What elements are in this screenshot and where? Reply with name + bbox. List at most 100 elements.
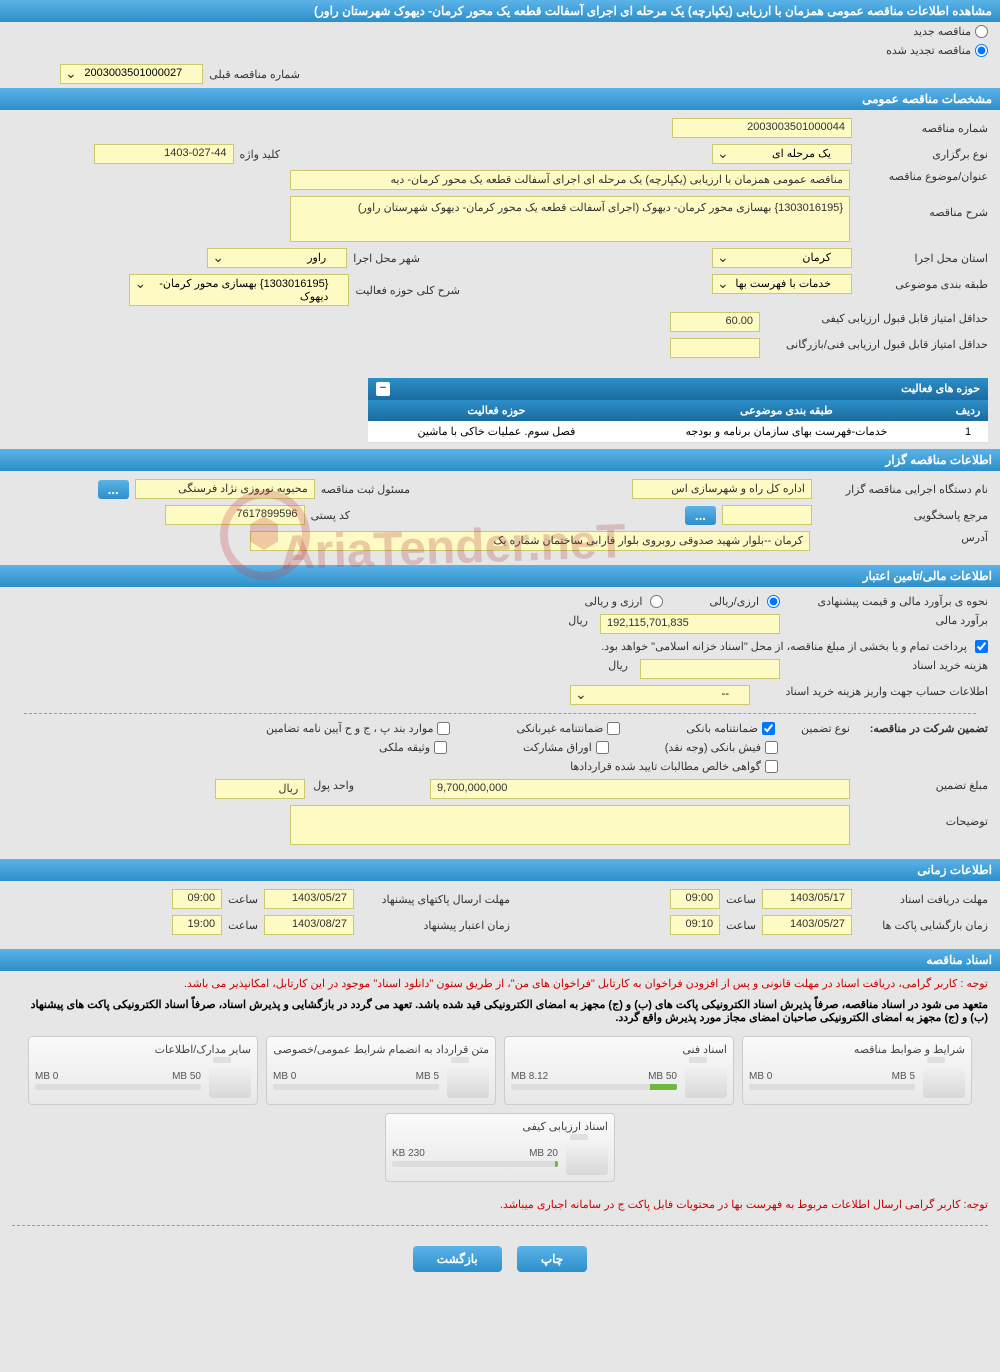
financial-form: نحوه ی برآورد مالی و قیمت پیشنهادی ارزی/… [0, 587, 1000, 859]
min-qual-field: 60.00 [670, 312, 760, 332]
guarantee-header: تضمین شرکت در مناقصه: [858, 722, 988, 735]
cb-g3[interactable] [437, 722, 450, 735]
file-box[interactable]: شرایط و ضوابط مناقصه 5 MB0 MB [742, 1036, 972, 1105]
cb-g2[interactable] [607, 722, 620, 735]
cb-g4[interactable] [765, 741, 778, 754]
vazheh-label: کلید واژه [240, 148, 280, 161]
cb-g6[interactable] [434, 741, 447, 754]
page-title-bar: مشاهده اطلاعات مناقصه عمومی همزمان با ار… [0, 0, 1000, 22]
file-box[interactable]: سایر مدارک/اطلاعات 50 MB0 MB [28, 1036, 258, 1105]
radio-arzi-riali[interactable] [767, 595, 780, 608]
col-row: ردیف [948, 400, 988, 421]
radio-renewed-row: مناقصه تجدید شده [0, 41, 1000, 60]
subject-label: عنوان/موضوع مناقصه [858, 170, 988, 183]
send-time: 09:00 [172, 889, 222, 909]
desc-label: شرح مناقصه [858, 196, 988, 219]
open-time: 09:10 [670, 915, 720, 935]
table-row: 1 خدمات-فهرست بهای سازمان برنامه و بودجه… [368, 421, 988, 443]
folder-icon [209, 1062, 251, 1098]
button-row: چاپ بازگشت [0, 1234, 1000, 1284]
vazheh-field: 1403-027-44 [94, 144, 234, 164]
accountable-more-button[interactable]: ... [685, 506, 716, 525]
time-label2: ساعت [228, 893, 258, 906]
activity-scope-label: شرح کلی حوزه فعالیت [355, 284, 460, 297]
back-button[interactable]: بازگشت [413, 1246, 502, 1272]
time-label4: ساعت [228, 919, 258, 932]
cb-g5[interactable] [596, 741, 609, 754]
section-timing: اطلاعات زمانی [0, 859, 1000, 881]
file-box[interactable]: اسناد ارزیابی کیفی 20 MB230 KB [385, 1113, 615, 1182]
org-field: اداره کل راه و شهرسازی اس [632, 479, 812, 499]
timing-form: مهلت دریافت اسناد 1403/05/17 ساعت 09:00 … [0, 881, 1000, 949]
subject-field: مناقصه عمومی همزمان با ارزیابی (یکپارچه)… [290, 170, 850, 190]
address-label: آدرس [818, 531, 988, 544]
province-label: استان محل اجرا [858, 252, 988, 265]
accountable-field[interactable] [722, 505, 812, 525]
folder-icon [923, 1062, 965, 1098]
receive-label: مهلت دریافت اسناد [858, 893, 988, 906]
send-date: 1403/05/27 [264, 889, 354, 909]
radio-new-label: مناقصه جدید [913, 25, 971, 38]
reg-more-button[interactable]: ... [98, 480, 129, 499]
unit-rial: ریال [568, 614, 588, 627]
city-select[interactable]: راور [207, 248, 347, 268]
address-field: کرمان --بلوار شهید صدوقی روبروی بلوار فا… [250, 531, 810, 551]
page-title: مشاهده اطلاعات مناقصه عمومی همزمان با ار… [314, 4, 992, 18]
print-button[interactable]: چاپ [517, 1246, 587, 1272]
city-label: شهر محل اجرا [353, 252, 420, 265]
open-label: زمان بازگشایی پاکت ها [858, 919, 988, 932]
file-title: متن قرارداد به انضمام شرایط عمومی/خصوصی [273, 1043, 489, 1056]
opt-arzi-riali: ارزی/ریالی [709, 595, 759, 608]
prev-num-select[interactable]: 2003003501000027 [60, 64, 203, 84]
activity-table-wrap: حوزه های فعالیت − ردیف طبقه بندی موضوعی … [12, 378, 988, 443]
guarantee-amount-field: 9,700,000,000 [430, 779, 850, 799]
min-tech-field [670, 338, 760, 358]
reg-field: محبوبه نوروزی نژاد فرسنگی [135, 479, 315, 499]
account-info-select[interactable]: -- [570, 685, 750, 705]
estimate-method-label: نحوه ی برآورد مالی و قیمت پیشنهادی [788, 595, 988, 608]
receive-time: 09:00 [670, 889, 720, 909]
guarantee-type-label: نوع تضمین [801, 722, 850, 735]
postal-field: 7617899596 [165, 505, 305, 525]
unit-rial2: ریال [608, 659, 628, 672]
cb-g1[interactable] [762, 722, 775, 735]
time-label3: ساعت [726, 919, 756, 932]
section-docs: اسناد مناقصه [0, 949, 1000, 971]
radio-renewed-label: مناقصه تجدید شده [886, 44, 971, 57]
cb-g7[interactable] [765, 760, 778, 773]
collapse-icon[interactable]: − [376, 382, 390, 396]
activity-section-title: حوزه های فعالیت [901, 382, 980, 396]
docs-note3: توجه: کاربر گرامی ارسال اطلاعات مربوط به… [0, 1192, 1000, 1217]
radio-new[interactable] [975, 25, 988, 38]
dashed-separator-bottom [12, 1225, 988, 1226]
validity-time: 19:00 [172, 915, 222, 935]
file-box[interactable]: متن قرارداد به انضمام شرایط عمومی/خصوصی … [266, 1036, 496, 1105]
folder-icon [566, 1139, 608, 1175]
folder-icon [447, 1062, 489, 1098]
notes-field[interactable] [290, 805, 850, 845]
tender-number: 2003003501000044 [672, 118, 852, 138]
province-select[interactable]: کرمان [712, 248, 852, 268]
desc-field[interactable]: {1303016195} بهسازی محور کرمان- دیهوک (ا… [290, 196, 850, 242]
prev-num-label: شماره مناقصه قبلی [209, 68, 300, 81]
activity-scope-select[interactable]: {1303016195} بهسازی محور کرمان- دیهوک [129, 274, 349, 306]
col-scope: حوزه فعالیت [368, 400, 625, 421]
radio-new-row: مناقصه جدید [0, 22, 1000, 41]
file-title: سایر مدارک/اطلاعات [35, 1043, 251, 1056]
accountable-label: مرجع پاسخگویی [818, 509, 988, 522]
file-box[interactable]: اسناد فنی 50 MB8.12 MB [504, 1036, 734, 1105]
treasury-checkbox[interactable] [975, 640, 988, 653]
validity-date: 1403/08/27 [264, 915, 354, 935]
time-label1: ساعت [726, 893, 756, 906]
validity-label: زمان اعتبار پیشنهاد [360, 919, 510, 932]
file-grid: شرایط و ضوابط مناقصه 5 MB0 MB اسناد فنی … [0, 1026, 1000, 1192]
radio-arzi-va-riali[interactable] [650, 595, 663, 608]
subject-cat-select[interactable]: خدمات با فهرست بها [712, 274, 852, 294]
doc-cost-field[interactable] [640, 659, 780, 679]
radio-renewed[interactable] [975, 44, 988, 57]
send-label: مهلت ارسال پاکتهای پیشنهاد [360, 893, 510, 906]
section-tenderer: اطلاعات مناقصه گزار [0, 449, 1000, 471]
tender-number-label: شماره مناقصه [858, 122, 988, 135]
hold-type-select[interactable]: یک مرحله ای [712, 144, 852, 164]
account-info-label: اطلاعات حساب جهت واریز هزینه خرید اسناد [758, 685, 988, 698]
